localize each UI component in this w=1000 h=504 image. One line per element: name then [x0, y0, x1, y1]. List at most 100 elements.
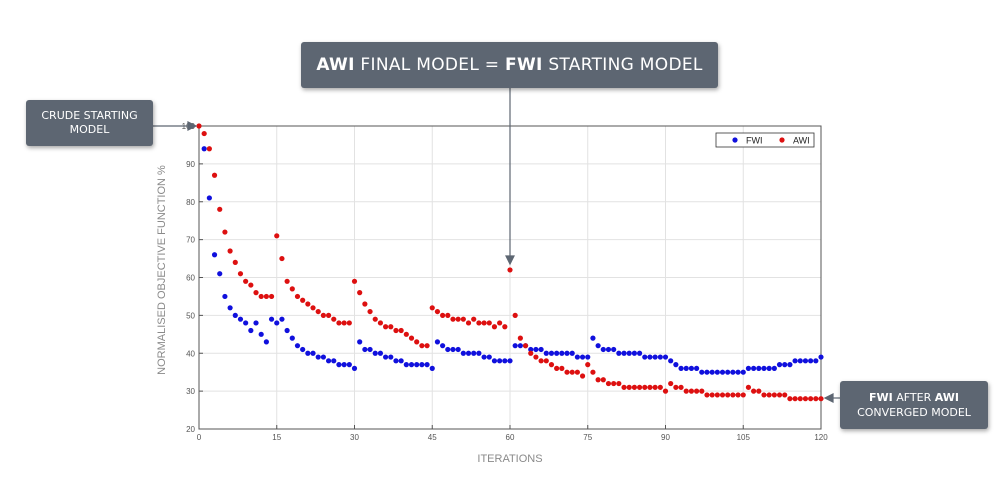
x-tick-label: 15: [272, 433, 281, 442]
point-fwi: [782, 362, 788, 368]
point-awi: [460, 316, 466, 322]
callout-left-line-1: CRUDE STARTING: [41, 109, 138, 122]
point-awi: [808, 396, 814, 402]
point-awi: [502, 324, 508, 330]
point-fwi: [719, 369, 726, 375]
point-awi: [719, 392, 726, 398]
point-awi: [341, 320, 347, 326]
point-fwi: [808, 358, 814, 364]
point-awi: [268, 293, 275, 300]
point-awi: [507, 267, 513, 273]
point-awi: [813, 396, 819, 402]
point-fwi: [725, 369, 731, 375]
point-awi: [211, 172, 218, 178]
point-awi: [647, 384, 653, 390]
point-fwi: [771, 365, 777, 371]
point-fwi: [730, 369, 736, 375]
point-fwi: [678, 365, 684, 371]
point-awi: [725, 392, 731, 398]
point-fwi: [362, 346, 368, 353]
point-awi: [745, 384, 752, 390]
point-fwi: [502, 358, 508, 364]
point-awi: [377, 320, 384, 326]
point-fwi: [393, 358, 399, 364]
point-fwi: [714, 369, 720, 375]
point-awi: [403, 331, 409, 337]
point-awi: [476, 320, 482, 326]
point-awi: [201, 130, 207, 137]
point-fwi: [579, 354, 586, 360]
y-tick-label: 60: [186, 274, 195, 283]
point-awi: [636, 384, 643, 390]
callout-left-line-2: MODEL: [69, 123, 110, 136]
point-fwi: [388, 354, 394, 360]
y-axis-title: NORMALISED OBJECTIVE FUNCTION %: [156, 165, 168, 375]
point-fwi: [647, 354, 653, 360]
y-tick-label: 40: [186, 349, 195, 358]
point-fwi: [766, 365, 772, 371]
point-fwi: [305, 350, 311, 356]
point-fwi: [217, 271, 223, 277]
point-awi: [512, 312, 518, 318]
point-fwi: [616, 350, 622, 356]
point-fwi: [797, 358, 803, 364]
callout-fwi-after-awi: FWI AFTER AWI CONVERGED MODEL: [840, 381, 988, 429]
point-fwi: [471, 350, 477, 356]
point-fwi: [445, 346, 451, 353]
point-fwi: [284, 327, 290, 334]
point-awi: [616, 380, 622, 387]
point-fwi: [465, 350, 472, 356]
point-awi: [538, 358, 544, 364]
point-awi: [714, 392, 720, 398]
point-fwi: [533, 346, 539, 353]
x-axis-title: ITERATIONS: [477, 453, 542, 465]
point-awi: [694, 388, 700, 394]
point-fwi: [662, 354, 669, 360]
point-fwi: [383, 354, 389, 360]
callout-right-bold-fwi: FWI: [869, 391, 893, 404]
point-awi: [253, 290, 259, 296]
point-awi: [564, 369, 570, 375]
point-fwi: [414, 362, 420, 368]
point-awi: [429, 305, 435, 311]
x-tick-label: 45: [428, 433, 437, 442]
legend-marker-fwi: [732, 137, 738, 143]
point-fwi: [626, 350, 632, 356]
point-fwi: [538, 346, 544, 353]
point-fwi: [491, 358, 498, 364]
point-fwi: [818, 354, 824, 360]
point-awi: [398, 327, 404, 334]
point-awi: [554, 365, 560, 371]
point-awi: [263, 293, 269, 300]
point-fwi: [289, 335, 295, 341]
point-awi: [642, 384, 648, 390]
point-awi: [300, 297, 306, 303]
point-fwi: [398, 358, 404, 364]
point-fwi: [486, 354, 492, 360]
x-tick-label: 30: [350, 433, 359, 442]
point-fwi: [424, 362, 430, 368]
point-awi: [471, 316, 477, 322]
point-awi: [678, 384, 684, 390]
point-fwi: [279, 316, 285, 322]
point-awi: [455, 316, 461, 322]
point-fwi: [419, 362, 425, 368]
point-fwi: [642, 354, 648, 360]
point-fwi: [357, 339, 363, 345]
point-fwi: [600, 346, 606, 353]
point-fwi: [621, 350, 627, 356]
point-awi: [668, 380, 674, 387]
point-awi: [336, 320, 342, 326]
point-awi: [196, 123, 202, 129]
point-awi: [237, 271, 244, 277]
point-fwi: [377, 350, 384, 356]
point-fwi: [688, 365, 695, 371]
point-awi: [331, 316, 337, 322]
x-tick-label: 90: [661, 433, 670, 442]
point-awi: [740, 392, 746, 398]
point-fwi: [699, 369, 705, 375]
point-awi: [517, 335, 523, 341]
x-tick-label: 75: [583, 433, 592, 442]
point-fwi: [325, 358, 332, 364]
point-fwi: [211, 252, 218, 258]
